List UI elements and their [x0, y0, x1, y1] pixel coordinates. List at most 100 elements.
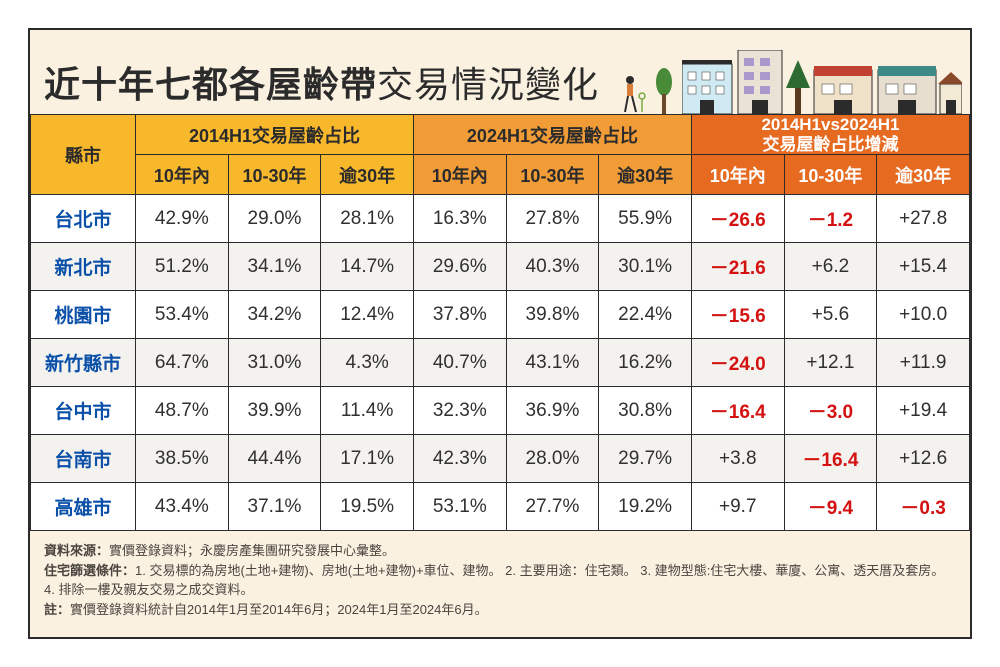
cell: 桃園市	[31, 291, 136, 339]
cell: 44.4%	[228, 435, 321, 483]
sub-2014-30: 逾30年	[321, 155, 414, 195]
diff-cell: －24.0	[691, 339, 784, 387]
diff-cell: +15.4	[877, 243, 970, 291]
cell: 台南市	[31, 435, 136, 483]
sub-diff-10: 10年內	[691, 155, 784, 195]
table-body: 台北市42.9%29.0%28.1%16.3%27.8%55.9%－26.6－1…	[31, 195, 970, 531]
cell: 29.6%	[413, 243, 506, 291]
diff-cell: －3.0	[784, 387, 877, 435]
diff-cell: +27.8	[877, 195, 970, 243]
table-row: 台南市38.5%44.4%17.1%42.3%28.0%29.7%+3.8－16…	[31, 435, 970, 483]
diff-cell: +12.6	[877, 435, 970, 483]
sub-2014-1030: 10-30年	[228, 155, 321, 195]
diff-cell: －0.3	[877, 483, 970, 531]
header-2024: 2024H1交易屋齡占比	[413, 115, 691, 155]
cell: 55.9%	[599, 195, 692, 243]
header-city: 縣市	[31, 115, 136, 195]
cell: 29.7%	[599, 435, 692, 483]
cell: 40.7%	[413, 339, 506, 387]
cell: 42.9%	[136, 195, 229, 243]
diff-cell: －21.6	[691, 243, 784, 291]
note-line: 註：實價登錄資料統計自2014年1月至2014年6月；2024年1月至2024年…	[44, 600, 956, 620]
diff-cell: +3.8	[691, 435, 784, 483]
cell: 42.3%	[413, 435, 506, 483]
diff-cell: －16.4	[784, 435, 877, 483]
cell: 64.7%	[136, 339, 229, 387]
cell: 29.0%	[228, 195, 321, 243]
cell: 新竹縣市	[31, 339, 136, 387]
filter-line: 住宅篩選條件：1. 交易標的為房地(土地+建物)、房地(土地+建物)+車位、建物…	[44, 561, 956, 600]
table-row: 台中市48.7%39.9%11.4%32.3%36.9%30.8%－16.4－3…	[31, 387, 970, 435]
title-bold: 近十年七都各屋齡帶	[44, 64, 377, 105]
cell: 新北市	[31, 243, 136, 291]
cell: 19.5%	[321, 483, 414, 531]
diff-cell: +5.6	[784, 291, 877, 339]
cell: 34.2%	[228, 291, 321, 339]
diff-cell: +11.9	[877, 339, 970, 387]
cell: 53.1%	[413, 483, 506, 531]
sub-diff-1030: 10-30年	[784, 155, 877, 195]
cell: 43.1%	[506, 339, 599, 387]
cell: 37.1%	[228, 483, 321, 531]
diff-cell: +6.2	[784, 243, 877, 291]
table-row: 高雄市43.4%37.1%19.5%53.1%27.7%19.2%+9.7－9.…	[31, 483, 970, 531]
page-title: 近十年七都各屋齡帶交易情況變化	[44, 56, 599, 108]
diff-cell: －9.4	[784, 483, 877, 531]
table-row: 新竹縣市64.7%31.0%4.3%40.7%43.1%16.2%－24.0+1…	[31, 339, 970, 387]
cell: 30.1%	[599, 243, 692, 291]
cell: 17.1%	[321, 435, 414, 483]
cell: 39.8%	[506, 291, 599, 339]
cell: 高雄市	[31, 483, 136, 531]
cell: 11.4%	[321, 387, 414, 435]
cell: 28.1%	[321, 195, 414, 243]
cell: 53.4%	[136, 291, 229, 339]
header-diff: 2014H1vs2024H1交易屋齡占比增減	[691, 115, 969, 155]
sub-2014-10: 10年內	[136, 155, 229, 195]
title-header: 近十年七都各屋齡帶交易情況變化	[30, 30, 970, 114]
cell: 16.2%	[599, 339, 692, 387]
source-line: 資料來源：實價登錄資料；永慶房產集團研究發展中心彙整。	[44, 541, 956, 561]
table-header: 縣市 2014H1交易屋齡占比 2024H1交易屋齡占比 2014H1vs202…	[31, 115, 970, 195]
cell: 43.4%	[136, 483, 229, 531]
tree-icon	[654, 68, 674, 114]
cell: 51.2%	[136, 243, 229, 291]
cell: 27.7%	[506, 483, 599, 531]
diff-cell: +19.4	[877, 387, 970, 435]
diff-cell: －16.4	[691, 387, 784, 435]
infographic-canvas: 近十年七都各屋齡帶交易情況變化	[28, 28, 972, 639]
cell: 22.4%	[599, 291, 692, 339]
cell: 19.2%	[599, 483, 692, 531]
cell: 27.8%	[506, 195, 599, 243]
diff-cell: －26.6	[691, 195, 784, 243]
diff-cell: －1.2	[784, 195, 877, 243]
diff-cell: +10.0	[877, 291, 970, 339]
city-decoration	[620, 50, 970, 114]
cell: 28.0%	[506, 435, 599, 483]
cell: 40.3%	[506, 243, 599, 291]
sub-diff-30: 逾30年	[877, 155, 970, 195]
cell: 14.7%	[321, 243, 414, 291]
person-icon	[620, 74, 646, 114]
table-row: 桃園市53.4%34.2%12.4%37.8%39.8%22.4%－15.6+5…	[31, 291, 970, 339]
table-row: 台北市42.9%29.0%28.1%16.3%27.8%55.9%－26.6－1…	[31, 195, 970, 243]
cell: 36.9%	[506, 387, 599, 435]
diff-cell: +9.7	[691, 483, 784, 531]
cell: 台北市	[31, 195, 136, 243]
cell: 4.3%	[321, 339, 414, 387]
cell: 48.7%	[136, 387, 229, 435]
footer-notes: 資料來源：實價登錄資料；永慶房產集團研究發展中心彙整。 住宅篩選條件：1. 交易…	[30, 531, 970, 625]
cell: 16.3%	[413, 195, 506, 243]
sub-2024-1030: 10-30年	[506, 155, 599, 195]
cell: 32.3%	[413, 387, 506, 435]
cell: 31.0%	[228, 339, 321, 387]
data-table: 縣市 2014H1交易屋齡占比 2024H1交易屋齡占比 2014H1vs202…	[30, 114, 970, 531]
cell: 37.8%	[413, 291, 506, 339]
cell: 30.8%	[599, 387, 692, 435]
diff-cell: +12.1	[784, 339, 877, 387]
cell: 39.9%	[228, 387, 321, 435]
sub-2024-30: 逾30年	[599, 155, 692, 195]
diff-cell: －15.6	[691, 291, 784, 339]
cell: 34.1%	[228, 243, 321, 291]
cell: 台中市	[31, 387, 136, 435]
sub-2024-10: 10年內	[413, 155, 506, 195]
